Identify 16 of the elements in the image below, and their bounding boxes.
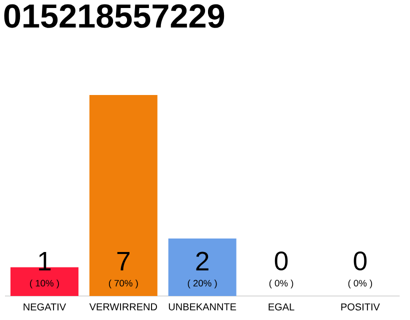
data-label: 1: [39, 252, 51, 270]
x-tick-label: POSITIV: [341, 303, 380, 310]
annotation: ( 70% ): [108, 280, 138, 288]
x-tick-label: NEGATIV: [24, 303, 66, 310]
annotation: ( 0% ): [348, 280, 372, 288]
data-label: 2: [196, 252, 208, 270]
chart-title: 015218557229: [4, 4, 224, 28]
data-label: 7: [117, 252, 130, 270]
annotation: ( 20% ): [188, 280, 217, 288]
annotation: ( 10% ): [30, 280, 59, 288]
x-tick-label: UNBEKANNTE: [168, 303, 236, 310]
x-tick-label: VERWIRREND: [89, 303, 157, 310]
annotation: ( 0% ): [269, 280, 294, 288]
data-label: 0: [274, 252, 288, 270]
data-label: 0: [354, 252, 367, 270]
x-tick-label: EGAL: [268, 303, 294, 310]
